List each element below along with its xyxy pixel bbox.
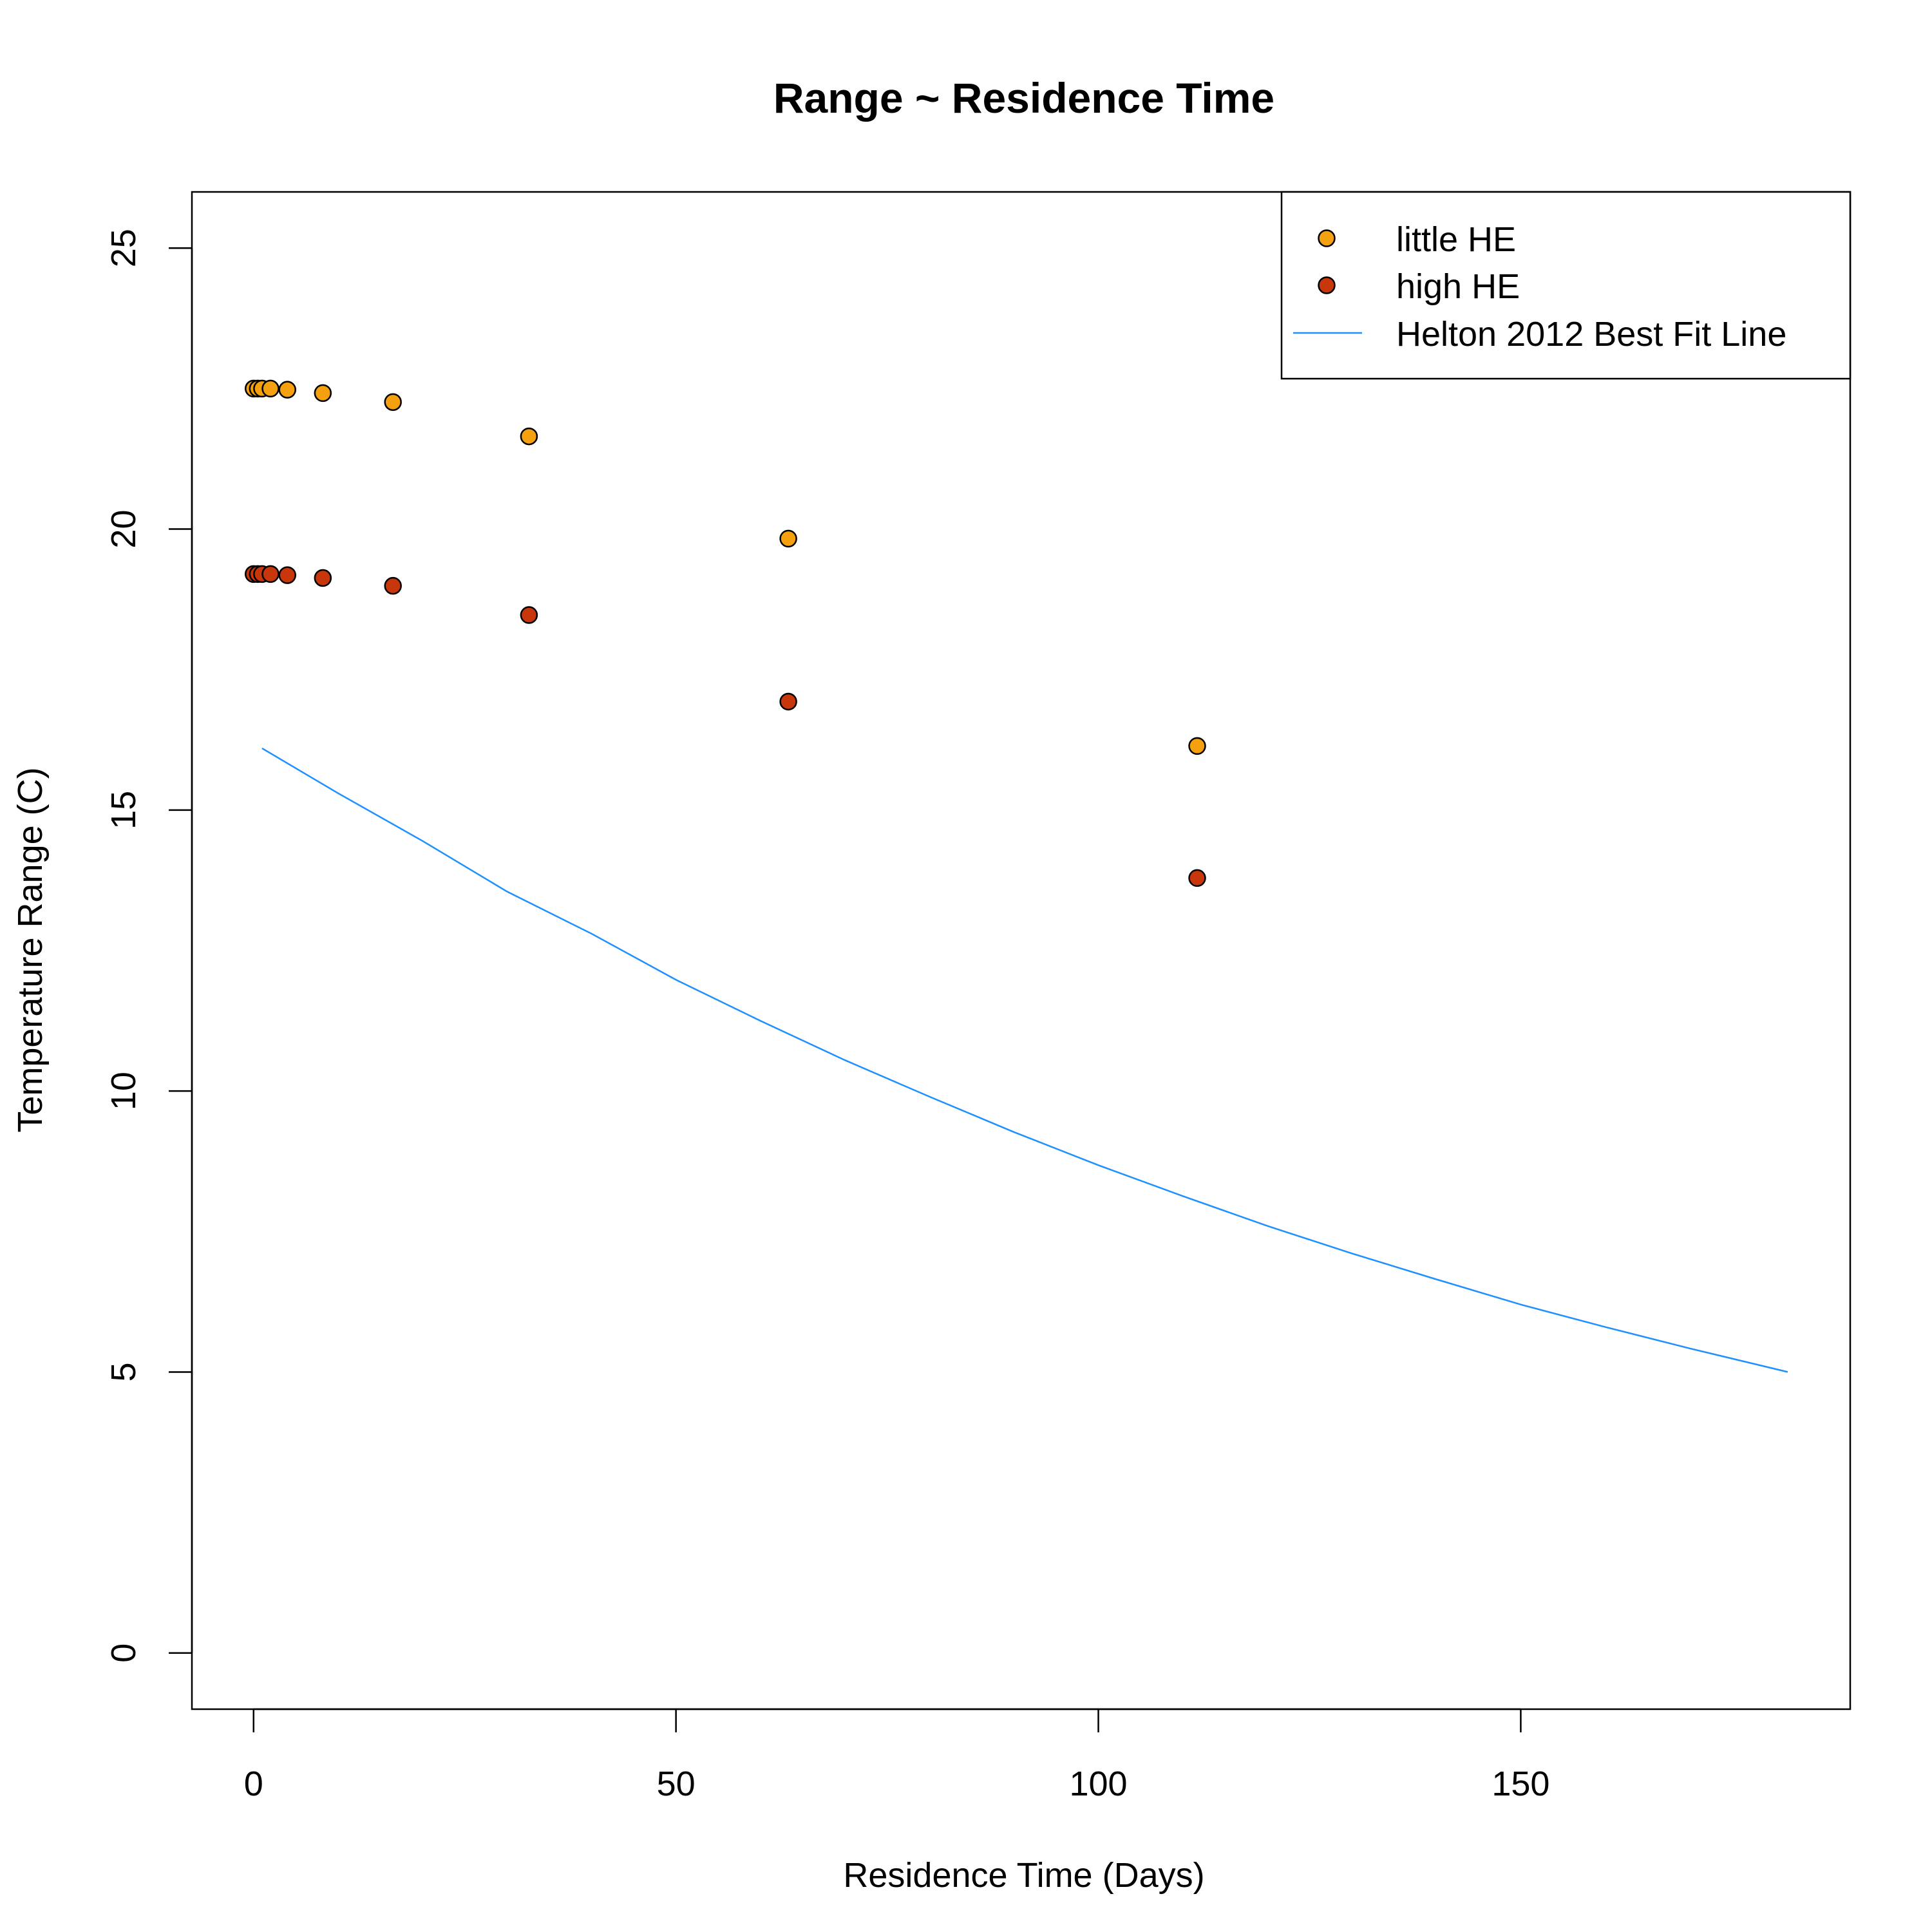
y-tick-label: 25 — [104, 229, 143, 267]
y-tick-label: 0 — [104, 1643, 143, 1663]
data-point — [520, 427, 538, 446]
series-line-best-fit — [261, 747, 1788, 1373]
data-point — [1188, 737, 1206, 755]
data-point — [779, 529, 797, 548]
x-tick-label: 50 — [657, 1765, 696, 1803]
y-tick-label: 5 — [104, 1362, 143, 1381]
data-point — [261, 379, 279, 398]
y-tick-label: 20 — [104, 510, 143, 549]
y-tick-label: 10 — [104, 1072, 143, 1110]
data-point — [384, 576, 402, 595]
series-little-he — [245, 379, 1206, 755]
legend-label-high-he: high HE — [1396, 267, 1520, 306]
series-layer — [245, 379, 1788, 1373]
x-tick-label: 0 — [244, 1765, 263, 1803]
legend-label-best-fit-line: Helton 2012 Best Fit Line — [1396, 315, 1786, 354]
data-point — [520, 606, 538, 624]
data-point — [1188, 869, 1206, 887]
data-point — [314, 569, 332, 587]
data-point — [314, 384, 332, 402]
legend-marker-little-he — [1318, 229, 1336, 247]
data-point — [779, 692, 797, 711]
data-point — [261, 565, 279, 583]
data-point — [278, 381, 296, 399]
legend-box — [1280, 191, 1852, 380]
legend-label-little-he: little HE — [1396, 220, 1516, 259]
x-axis: 0 50 100 150 — [244, 1708, 1549, 1803]
chart-title: Range ~ Residence Time — [773, 74, 1274, 122]
y-axis: 0 5 10 15 20 25 — [104, 229, 193, 1663]
x-axis-label: Residence Time (Days) — [843, 1856, 1204, 1895]
series-high-he — [245, 565, 1206, 887]
data-point — [384, 393, 402, 412]
x-tick-label: 150 — [1492, 1765, 1549, 1803]
legend: little HE high HE Helton 2012 Best Fit L… — [1280, 191, 1852, 380]
y-tick-label: 15 — [104, 791, 143, 829]
x-tick-label: 100 — [1069, 1765, 1127, 1803]
legend-marker-high-he — [1318, 276, 1336, 294]
y-axis-label: Temperature Range (C) — [11, 767, 50, 1132]
data-point — [278, 566, 296, 584]
